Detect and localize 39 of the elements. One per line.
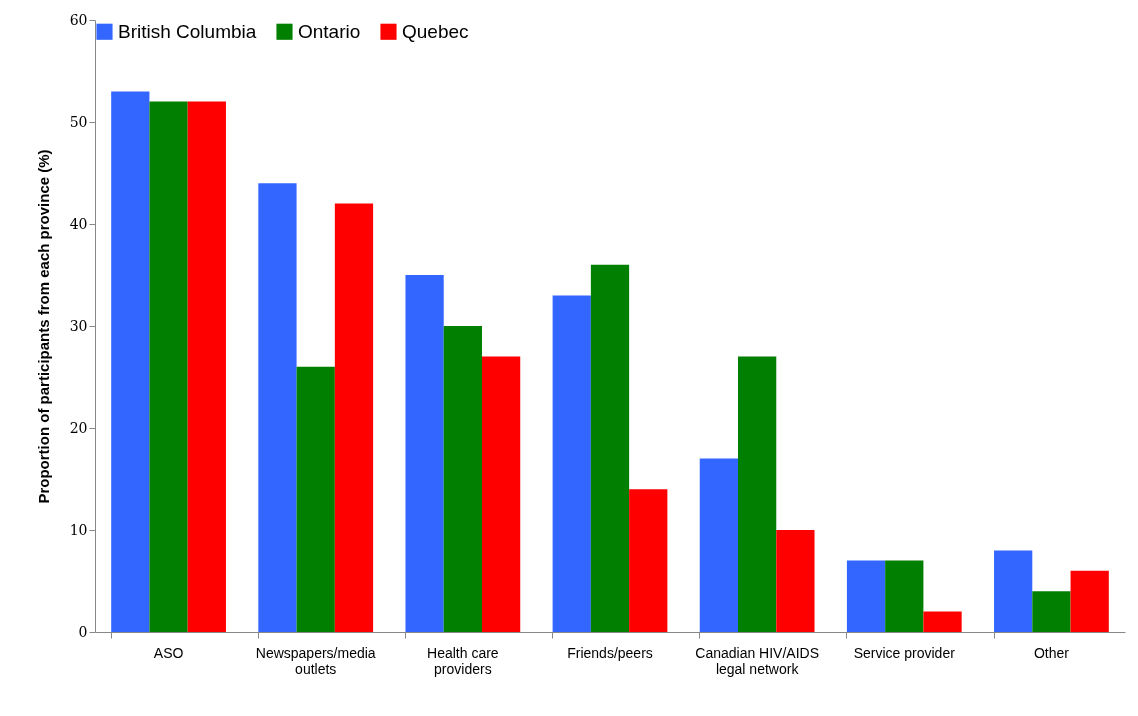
bar <box>111 91 150 632</box>
x-tick-label: Health care providers <box>427 644 499 677</box>
bar <box>258 183 297 632</box>
legend-label: British Columbia <box>118 20 257 42</box>
y-tick-label: 0 <box>78 623 88 640</box>
y-tick-label: 40 <box>69 215 88 232</box>
bar <box>187 101 226 632</box>
x-tick-label: Canadian HIV/AIDS legal network <box>695 644 820 677</box>
bar <box>629 489 668 632</box>
bar <box>1070 570 1109 632</box>
y-tick-label: 10 <box>69 521 88 538</box>
bar <box>994 550 1033 632</box>
bar <box>699 458 739 632</box>
bar <box>776 530 815 632</box>
bar <box>405 275 444 632</box>
bar <box>590 264 630 632</box>
bar <box>552 295 591 632</box>
bar <box>738 356 777 632</box>
bar <box>846 560 886 632</box>
y-tick-label: 60 <box>69 11 88 28</box>
y-axis-title: Proportion of participants from each province (%) <box>34 149 52 504</box>
x-tick-label: Service provider <box>853 644 956 661</box>
x-tick-label: Friends/peers <box>567 644 653 661</box>
bar <box>334 203 374 632</box>
x-tick-label: Other <box>1033 644 1070 661</box>
legend-label: Quebec <box>402 20 469 42</box>
bar <box>296 366 335 632</box>
y-tick-label: 30 <box>69 317 88 334</box>
bar <box>923 611 962 632</box>
bar <box>1032 591 1071 632</box>
x-tick-label: ASO <box>153 644 184 661</box>
bar <box>481 356 521 632</box>
y-tick-label: 50 <box>69 113 88 130</box>
bar <box>149 101 188 632</box>
y-tick-label: 20 <box>69 419 88 436</box>
x-tick-label: Newspapers/media outlets <box>255 644 376 677</box>
bar <box>443 326 482 632</box>
bar <box>885 560 924 632</box>
legend-label: Ontario <box>298 20 361 42</box>
